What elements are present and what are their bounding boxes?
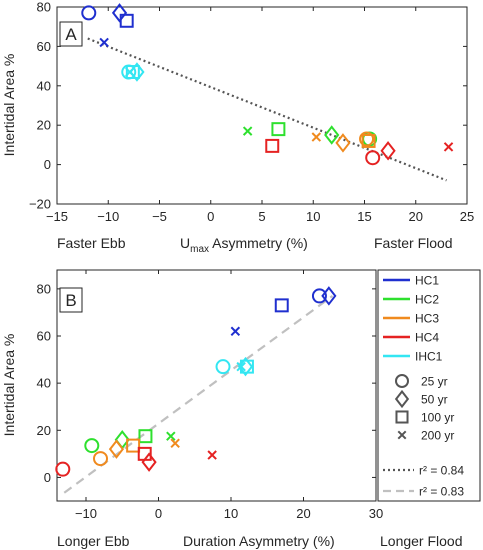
panel-a-point-hc4-square — [265, 138, 280, 153]
panel-a-point-hc1-square — [119, 13, 134, 28]
panel-a-y-axis-label: Intertidal Area % — [1, 54, 17, 157]
legend-label-hc4: HC4 — [415, 331, 439, 345]
panel-b-point-hc3-circle — [93, 451, 108, 467]
panel-a-x-axis-label: Umax Asymmetry (%) — [180, 235, 308, 255]
panel-b-y-tick-label: 0 — [44, 470, 51, 485]
panel-a-x-tick-label: 0 — [207, 209, 214, 224]
panel-b-label-box: B — [59, 287, 83, 313]
panel-a-point-hc3-circle — [359, 131, 375, 147]
panel-a-marks — [81, 3, 454, 166]
legend: HC1 HC2 HC3 HC4 IHC1 25 yr 50 yr 100 yr 200 yr r²… — [377, 269, 481, 502]
panel-b-x-tick-label: 10 — [224, 506, 238, 521]
panel-b-point-hc1-x — [230, 326, 241, 337]
panel-a-x-tick-label: 15 — [357, 209, 371, 224]
panel-a-plot-area — [56, 6, 468, 205]
panel-a-point-hc1-x — [99, 37, 109, 48]
panel-a-label: A — [65, 25, 77, 44]
panel-b-y-tick-label: 40 — [37, 376, 51, 391]
panel-b-point-ihc1-circle — [215, 359, 231, 375]
panel-b-point-hc1-diamond — [321, 286, 337, 306]
panel-a-point-hc2-diamond — [324, 125, 340, 145]
panel-a-point-hc2-square — [271, 122, 286, 137]
panel-a-point-hc2-x — [242, 126, 253, 136]
panel-b-x-tick-label: 30 — [369, 506, 383, 521]
panel-a-x-tick-label: −5 — [152, 209, 167, 224]
panel-a-x-tick-label: 25 — [460, 209, 474, 224]
panel-b-y-tick-label: 20 — [37, 423, 51, 438]
panel-b-point-hc2-x — [166, 431, 176, 441]
panel-a-point-hc3-diamond — [335, 133, 351, 153]
panel-b-y-tick-label: 60 — [37, 329, 51, 344]
panel-b-point-hc4-square — [137, 446, 152, 461]
panel-a-axes: −15 −10 −5 0 5 10 15 20 25 −20 0 20 40 60 80 — [29, 0, 474, 224]
panel-b-x-left-label: Longer Ebb — [57, 533, 130, 549]
panel-b-x-right-label: Longer Flood — [380, 533, 463, 549]
panel-a-y-tick-label: 80 — [37, 0, 51, 15]
panel-a: −15 −10 −5 0 5 10 15 20 25 −20 0 20 40 60 80 A Interti… — [1, 0, 474, 255]
panel-a-label-box: A — [59, 21, 83, 47]
panel-a-x-tick-label: 20 — [409, 209, 423, 224]
legend-marker-diamond — [394, 389, 410, 409]
panel-b-y-axis-label: Intertidal Area % — [1, 334, 17, 437]
legend-items: HC1 HC2 HC3 HC4 IHC1 25 yr 50 yr 100 yr 200 yr r²… — [383, 274, 464, 499]
panel-a-y-tick-label: 40 — [37, 78, 51, 93]
legend-age-x: 200 yr — [421, 429, 454, 443]
legend-fit-label-dotted: r² = 0.84 — [419, 464, 464, 478]
panel-a-point-hc3-square — [361, 133, 376, 148]
legend-fit-label-dashed: r² = 0.83 — [419, 485, 464, 499]
legend-label-ihc1: IHC1 — [415, 350, 443, 364]
panel-a-point-ihc1-x — [125, 67, 135, 77]
panel-a-point-hc1-circle — [81, 5, 97, 21]
legend-age-square: 100 yr — [421, 411, 454, 425]
panel-a-y-tick-label: 0 — [44, 157, 51, 172]
panel-a-y-tick-label: 20 — [37, 118, 51, 133]
panel-a-y-tick-label: 60 — [37, 39, 51, 54]
panel-b-point-hc3-square — [126, 438, 141, 453]
panel-a-y-tick-label: −20 — [29, 197, 51, 212]
panel-b-point-hc2-circle — [84, 438, 100, 454]
panel-a-point-hc4-circle — [365, 150, 381, 166]
panel-a-point-hc1-diamond — [111, 3, 128, 23]
panel-b-axes: −10 0 10 20 30 0 20 40 60 80 — [37, 270, 383, 521]
panel-b-label: B — [65, 291, 76, 310]
panel-b-trend-line — [63, 295, 334, 494]
legend-box — [377, 269, 481, 502]
panel-b-marks — [55, 286, 337, 477]
panel-b-x-tick-label: 0 — [155, 506, 162, 521]
panel-a-x-tick-label: 10 — [306, 209, 320, 224]
legend-marker-square — [395, 410, 409, 424]
panel-a-x-tick-label: 5 — [258, 209, 265, 224]
panel-b-point-hc3-diamond — [108, 439, 125, 459]
panel-a-point-hc3-x — [311, 132, 322, 142]
panel-b-x-tick-label: −10 — [75, 506, 97, 521]
panel-b-point-hc4-x — [207, 450, 217, 460]
panel-b-fit-line — [63, 295, 334, 494]
legend-marker-x — [397, 430, 407, 440]
panel-b-x-axis-label: Duration Asymmetry (%) — [183, 533, 335, 549]
panel-b-point-hc4-circle — [55, 461, 71, 477]
panel-a-x-tick-label: −10 — [97, 209, 119, 224]
legend-marker-circle — [395, 374, 409, 388]
panel-b-point-hc1-square — [274, 298, 289, 313]
panel-a-point-hc4-x — [443, 142, 454, 152]
legend-age-diamond: 50 yr — [421, 393, 448, 407]
panel-b-x-tick-label: 20 — [296, 506, 310, 521]
legend-label-hc2: HC2 — [415, 293, 439, 307]
panel-b-point-hc3-x — [170, 438, 180, 448]
panel-a-point-ihc1-square — [125, 65, 140, 79]
panel-a-x-right-label: Faster Flood — [374, 235, 453, 251]
panel-a-x-left-label: Faster Ebb — [57, 235, 126, 251]
panel-a-point-hc4-diamond — [380, 141, 396, 161]
legend-age-circle: 25 yr — [421, 375, 448, 389]
panel-a-x-tick-label: −15 — [46, 209, 68, 224]
legend-label-hc1: HC1 — [415, 274, 439, 288]
panel-b-point-hc2-square — [138, 429, 153, 444]
panel-b-point-ihc1-x — [236, 361, 246, 372]
legend-label-hc3: HC3 — [415, 312, 439, 326]
panel-b-y-tick-label: 80 — [37, 281, 51, 296]
panel-b-point-hc1-circle — [311, 288, 327, 304]
panel-b-plot-area — [56, 269, 377, 502]
